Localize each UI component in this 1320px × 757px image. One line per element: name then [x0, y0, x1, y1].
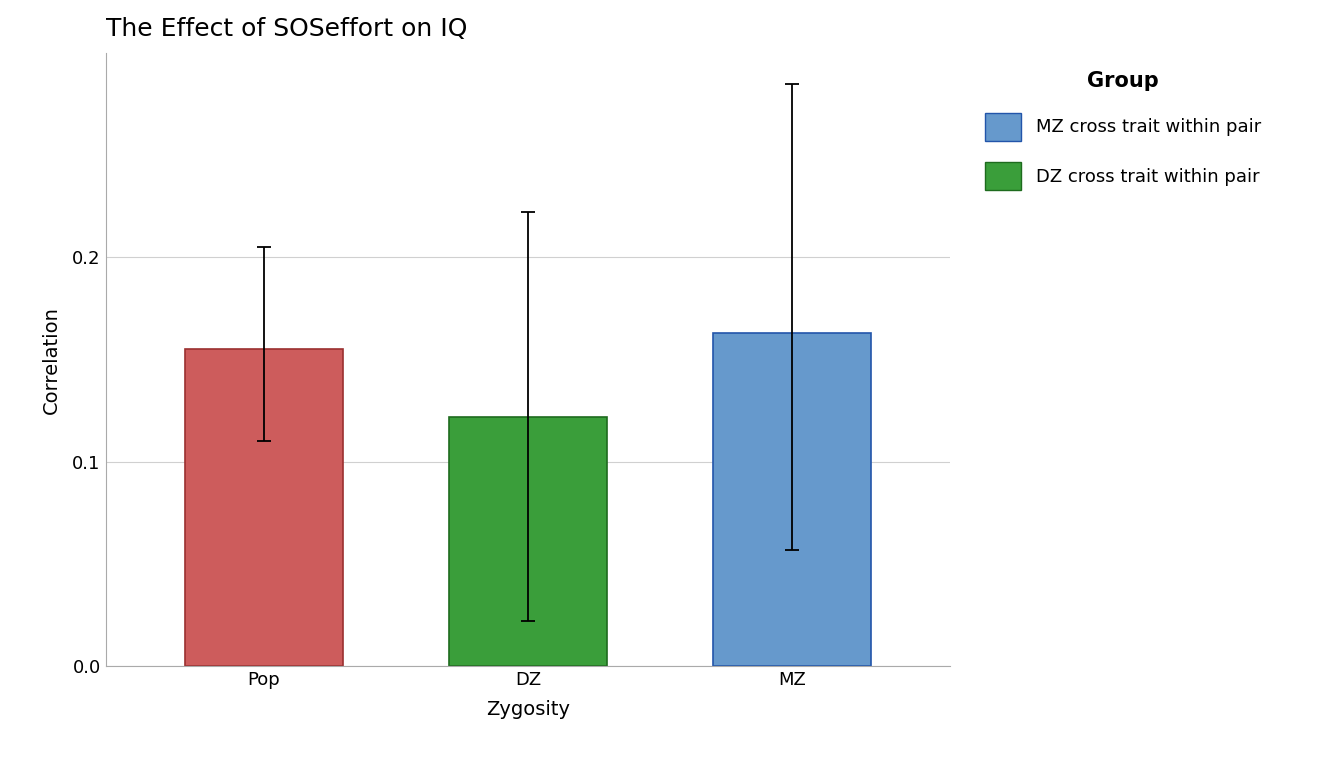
X-axis label: Zygosity: Zygosity — [486, 700, 570, 719]
Bar — [185, 350, 343, 666]
Bar — [449, 417, 607, 666]
Legend: MZ cross trait within pair, DZ cross trait within pair: MZ cross trait within pair, DZ cross tra… — [977, 62, 1270, 199]
Bar — [713, 333, 871, 666]
Text: The Effect of SOSeffort on IQ: The Effect of SOSeffort on IQ — [106, 17, 467, 42]
Y-axis label: Correlation: Correlation — [42, 306, 61, 413]
